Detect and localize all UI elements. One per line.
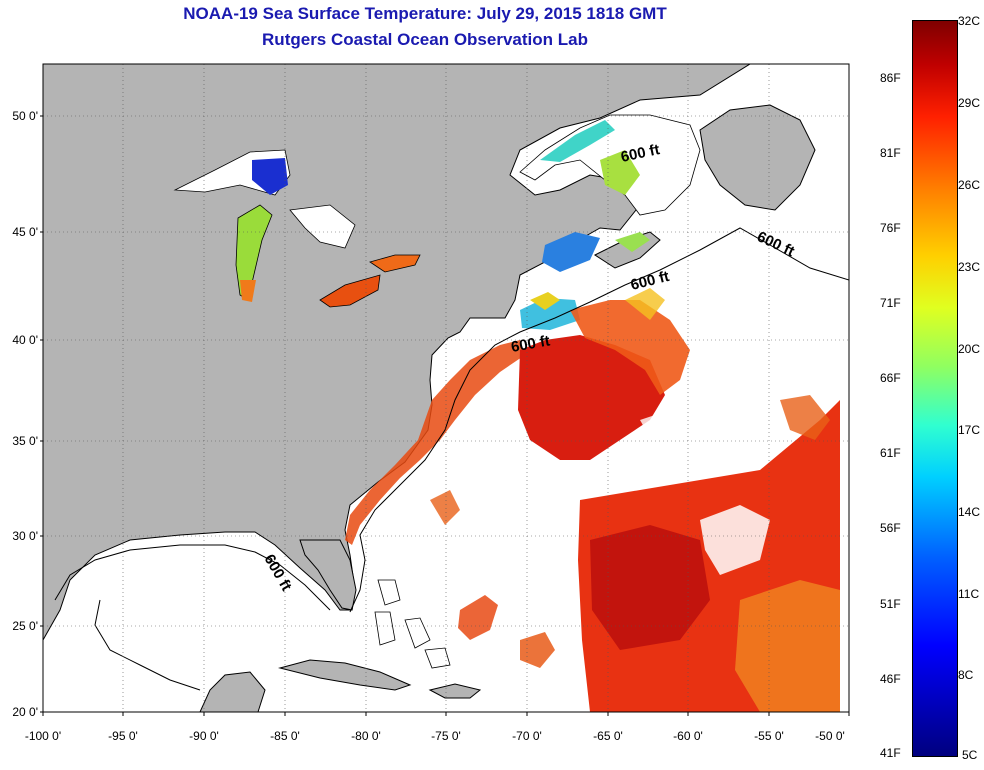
colorbar-label-c: 8C bbox=[958, 668, 974, 682]
isobath-label: 600 ft bbox=[510, 332, 552, 356]
colorbar-label-c: 29C bbox=[958, 96, 981, 110]
colorbar-label-f: 41F bbox=[880, 746, 901, 760]
colorbar-label-f: 71F bbox=[880, 296, 901, 310]
lat-ticks bbox=[40, 115, 43, 713]
lon-label: -75 0' bbox=[431, 729, 461, 743]
lon-label: -50 0' bbox=[815, 729, 845, 743]
land-hispaniola bbox=[428, 683, 482, 699]
colorbar-label-c: 17C bbox=[958, 423, 981, 437]
colorbar-label-c: 14C bbox=[958, 505, 981, 519]
colorbar-label-f: 76F bbox=[880, 221, 901, 235]
bahamas bbox=[374, 579, 451, 669]
land-newfoundland bbox=[699, 104, 816, 211]
colorbar-label-c: 26C bbox=[958, 178, 981, 192]
lon-label: -100 0' bbox=[25, 729, 61, 743]
colorbar-label-c: 32C bbox=[958, 14, 981, 28]
lon-label: -95 0' bbox=[108, 729, 138, 743]
map-title: NOAA-19 Sea Surface Temperature: July 29… bbox=[183, 4, 667, 23]
lon-label: -70 0' bbox=[512, 729, 542, 743]
grid-lines bbox=[43, 64, 849, 712]
temperature-colorbar bbox=[912, 20, 958, 757]
colorbar-label-f: 66F bbox=[880, 371, 901, 385]
lon-ticks bbox=[42, 712, 850, 716]
lat-label: 45 0' bbox=[12, 225, 38, 239]
longitude-labels: -100 0' -95 0' -90 0' -85 0' -80 0' -75 … bbox=[25, 729, 845, 743]
land-yucatan bbox=[199, 671, 266, 712]
colorbar-label-f: 61F bbox=[880, 446, 901, 460]
lon-label: -85 0' bbox=[270, 729, 300, 743]
colorbar-label-f: 46F bbox=[880, 672, 901, 686]
colorbar-label-c: 23C bbox=[958, 260, 981, 274]
latitude-labels: 50 0' 45 0' 40 0' 35 0' 30 0' 25 0' 20 0… bbox=[12, 109, 38, 719]
gulf-stream-sst bbox=[518, 335, 665, 460]
gulf-of-maine-sst bbox=[520, 298, 580, 330]
map-subtitle: Rutgers Coastal Ocean Observation Lab bbox=[262, 30, 588, 49]
lat-label: 40 0' bbox=[12, 333, 38, 347]
isobath-600ft bbox=[54, 227, 849, 691]
lon-label: -90 0' bbox=[189, 729, 219, 743]
lon-label: -65 0' bbox=[593, 729, 623, 743]
st-lawrence-sst bbox=[519, 114, 701, 272]
lat-label: 50 0' bbox=[12, 109, 38, 123]
land-florida bbox=[299, 539, 357, 611]
colorbar-label-c: 20C bbox=[958, 342, 981, 356]
colorbar-label-f: 51F bbox=[880, 597, 901, 611]
land-cuba bbox=[278, 659, 412, 691]
lat-label: 30 0' bbox=[12, 529, 38, 543]
colorbar-label-f: 56F bbox=[880, 521, 901, 535]
colorbar-label-f: 86F bbox=[880, 71, 901, 85]
colorbar-label-f: 81F bbox=[880, 146, 901, 160]
colorbar-label-c: 11C bbox=[958, 587, 980, 601]
great-lakes bbox=[173, 149, 421, 308]
lat-label: 20 0' bbox=[12, 705, 38, 719]
lon-label: -55 0' bbox=[754, 729, 784, 743]
colorbar-label-c: 5C bbox=[962, 748, 978, 762]
lat-label: 35 0' bbox=[12, 434, 38, 448]
lat-label: 25 0' bbox=[12, 619, 38, 633]
lon-label: -60 0' bbox=[673, 729, 703, 743]
land-north-america bbox=[43, 64, 751, 642]
coastal-sst-band bbox=[345, 340, 525, 545]
lon-label: -80 0' bbox=[351, 729, 381, 743]
